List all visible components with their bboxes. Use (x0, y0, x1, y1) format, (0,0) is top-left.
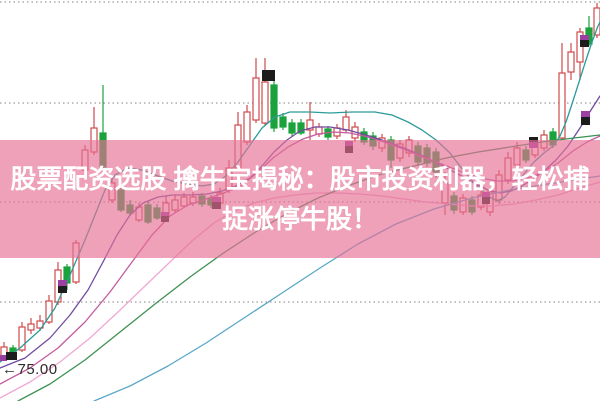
price-annotation: ←75.00 (2, 361, 58, 378)
